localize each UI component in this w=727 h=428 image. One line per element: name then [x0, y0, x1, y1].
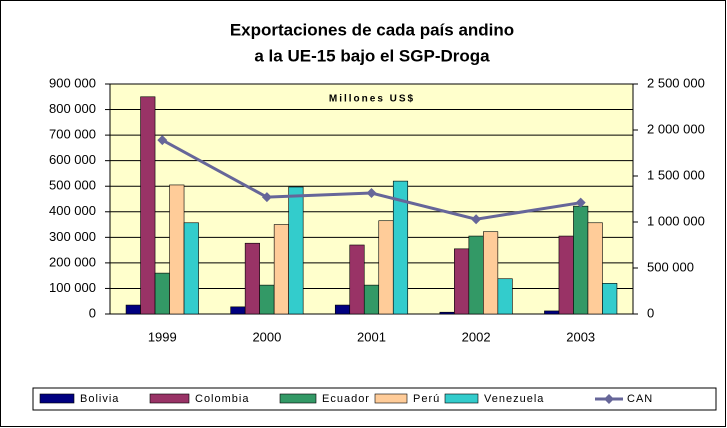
bar — [439, 311, 455, 315]
bar — [468, 235, 484, 315]
x-tick-label: 2003 — [566, 329, 595, 344]
annotation: Millones US$ — [329, 94, 415, 105]
bar — [169, 184, 185, 315]
x-tick-label: 2000 — [252, 329, 281, 344]
bar — [125, 304, 141, 315]
bar — [587, 222, 603, 315]
legend-swatch — [39, 393, 75, 404]
bar — [288, 186, 304, 315]
y-tick-label: 100 000 — [49, 280, 96, 295]
legend-label: Bolivia — [80, 393, 119, 405]
y2-tick-label: 2 500 000 — [647, 75, 705, 90]
y2-tick-label: 1 000 000 — [647, 213, 705, 228]
bar — [334, 304, 351, 315]
bar — [544, 310, 560, 315]
bar — [230, 306, 246, 315]
legend-label: Colombia — [195, 393, 249, 405]
bar — [558, 235, 574, 315]
bar — [244, 242, 260, 315]
bar — [140, 96, 156, 315]
y2-tick-label: 1 500 000 — [647, 167, 705, 182]
y-tick-label: 500 000 — [49, 178, 96, 193]
y-tick-label: 0 — [89, 305, 96, 320]
y-tick-label: 300 000 — [49, 229, 96, 244]
bar — [497, 278, 513, 315]
bar — [349, 244, 365, 315]
legend-swatch — [149, 393, 190, 404]
legend-label: CAN — [627, 393, 653, 405]
bar — [483, 231, 499, 315]
bar — [154, 272, 170, 315]
bar — [183, 222, 199, 315]
line-marker — [366, 188, 377, 199]
bar — [378, 220, 394, 315]
y2-tick-label: 500 000 — [647, 259, 694, 274]
y-tick-label: 800 000 — [49, 101, 96, 116]
bar — [454, 248, 470, 315]
chart-title: Exportaciones de cada país andino — [230, 20, 514, 39]
legend-swatch — [444, 393, 479, 404]
bar — [392, 180, 409, 315]
bar — [573, 205, 589, 315]
line-marker — [157, 135, 168, 146]
y2-tick-label: 2 000 000 — [647, 121, 705, 136]
x-tick-label: 2002 — [462, 329, 491, 344]
legend-label: Venezuela — [484, 393, 544, 405]
bar — [363, 284, 380, 315]
x-tick-label: 1999 — [148, 329, 177, 344]
line-marker — [575, 197, 586, 208]
y-tick-label: 700 000 — [49, 127, 96, 142]
line-marker — [261, 192, 272, 203]
y-tick-label: 200 000 — [49, 254, 96, 269]
line-marker — [471, 214, 482, 225]
legend-label: Ecuador — [322, 393, 370, 405]
bar — [602, 283, 618, 315]
legend-marker — [604, 394, 614, 404]
chart-title: a la UE-15 bajo el SGP-Droga — [254, 46, 490, 65]
y2-tick-label: 0 — [647, 305, 654, 320]
x-tick-label: 2001 — [357, 329, 386, 344]
y-tick-label: 600 000 — [49, 152, 96, 167]
legend-box — [32, 387, 717, 411]
bar — [273, 224, 289, 315]
legend-swatch — [374, 393, 408, 404]
y-tick-label: 900 000 — [49, 75, 96, 90]
bar — [259, 284, 275, 315]
legend-label: Perú — [413, 393, 440, 405]
legend-swatch — [279, 393, 317, 404]
y-tick-label: 400 000 — [49, 203, 96, 218]
